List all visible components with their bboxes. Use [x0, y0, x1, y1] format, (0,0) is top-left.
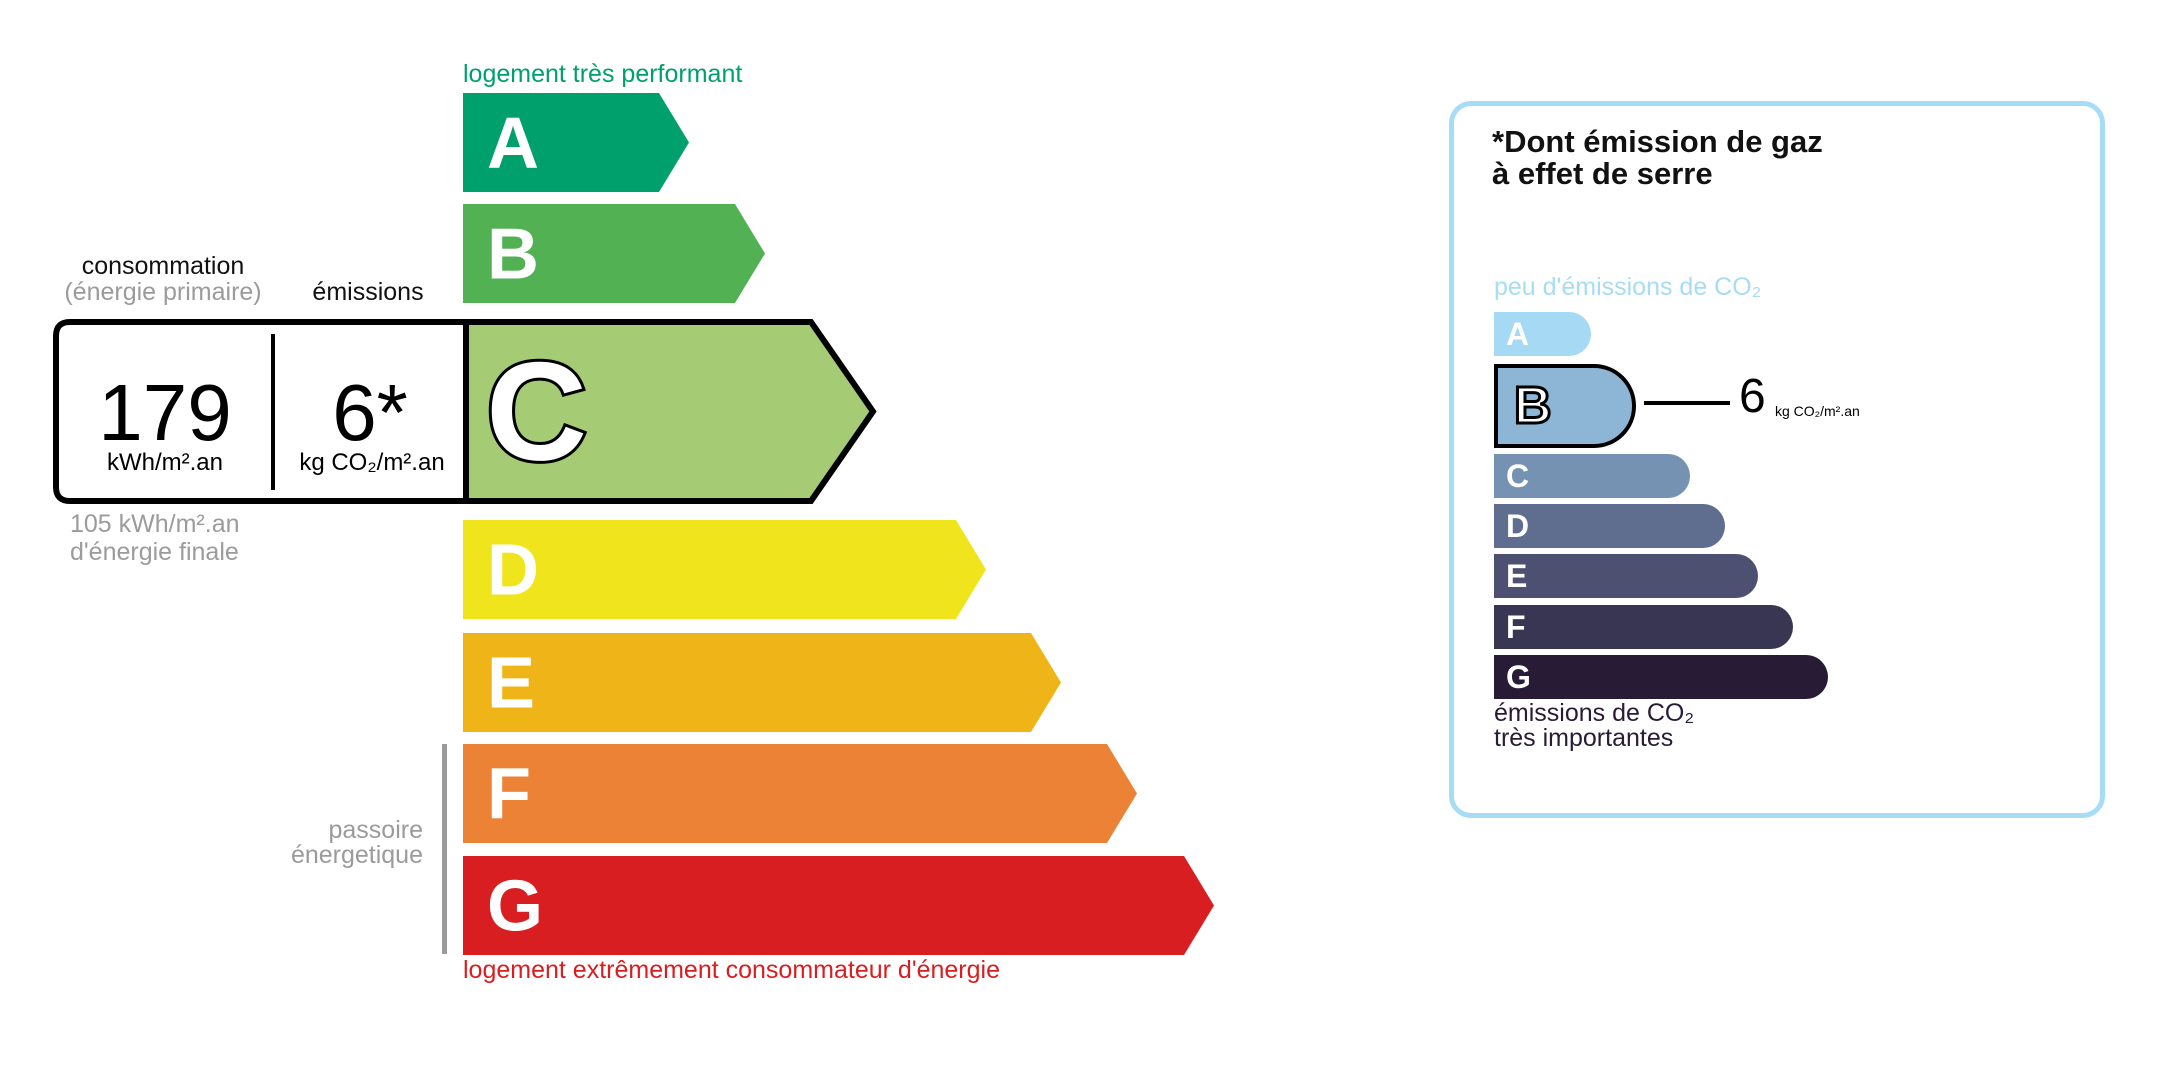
- passoire-bracket: [442, 744, 447, 954]
- energy-bar-letter-g: G: [487, 867, 543, 947]
- ges-bar-letter-e: E: [1506, 557, 1528, 594]
- ges-bottom-label-2: très importantes: [1494, 724, 1674, 752]
- energy-bar-c: [463, 319, 877, 504]
- ges-value: 6: [1739, 370, 1766, 423]
- energy-bar-g: [463, 856, 1214, 955]
- ges-bar-e: E: [1494, 554, 1758, 598]
- bottom-label: logement extrêmement consommateur d'éner…: [463, 956, 1000, 984]
- value-box: [53, 319, 469, 504]
- final-energy-value: 105 kWh/m².an: [70, 510, 240, 538]
- energy-bar-b: [463, 204, 765, 303]
- consumption-header: consommation: [81, 252, 245, 280]
- energy-bar-letter-f: F: [487, 755, 531, 835]
- ges-bar-letter-a: A: [1506, 315, 1530, 352]
- energy-bar-letter-c: C: [486, 333, 587, 490]
- ges-top-label: peu d'émissions de CO₂: [1494, 273, 1762, 301]
- ges-bar-b: B: [1494, 364, 1636, 448]
- top-label: logement très performant: [463, 60, 743, 88]
- energy-bar-letter-a: A: [487, 104, 539, 184]
- ges-bar-letter-c: C: [1506, 457, 1530, 494]
- ges-bar-letter-b: B: [1513, 376, 1554, 437]
- energy-bar-letter-b: B: [487, 215, 539, 295]
- energy-bar-a: [463, 93, 689, 192]
- ges-title-line2: à effet de serre: [1492, 156, 1713, 191]
- ges-panel: *Dont émission de gaz à effet de serre p…: [1449, 101, 2105, 818]
- passoire-label-1: passoire: [328, 816, 424, 844]
- emissions-value: 6*: [332, 368, 408, 457]
- consumption-unit: kWh/m².an: [107, 449, 223, 476]
- energy-bar-e: [463, 633, 1061, 732]
- ges-bar-d: D: [1494, 504, 1725, 548]
- ges-unit: kg CO₂/m².an: [1775, 403, 1860, 419]
- passoire-label-2: énergetique: [290, 841, 423, 869]
- ges-bar-a: A: [1494, 312, 1591, 356]
- ges-bar-g: G: [1494, 655, 1828, 699]
- ges-bar-f: F: [1494, 605, 1793, 649]
- ges-bar-letter-g: G: [1506, 658, 1531, 695]
- ges-pointer-line: [1644, 401, 1730, 405]
- ges-title: *Dont émission de gaz à effet de serre: [1492, 126, 1823, 190]
- ges-bottom-label-1: émissions de CO₂: [1494, 699, 1695, 727]
- ges-bar-letter-f: F: [1506, 608, 1526, 645]
- consumption-value: 179: [98, 368, 231, 457]
- consumption-subheader: (énergie primaire): [64, 278, 262, 306]
- ges-bar-letter-d: D: [1506, 507, 1530, 544]
- energy-bar-letter-e: E: [487, 644, 535, 724]
- emissions-header: émissions: [312, 278, 424, 306]
- energy-bar-d: [463, 520, 986, 619]
- emissions-unit: kg CO₂/m².an: [299, 449, 444, 476]
- energy-bar-letter-d: D: [487, 531, 539, 611]
- ges-title-line1: *Dont émission de gaz: [1492, 124, 1823, 159]
- final-energy-label: d'énergie finale: [70, 538, 239, 566]
- energy-bar-f: [463, 744, 1137, 843]
- ges-bar-c: C: [1494, 454, 1690, 498]
